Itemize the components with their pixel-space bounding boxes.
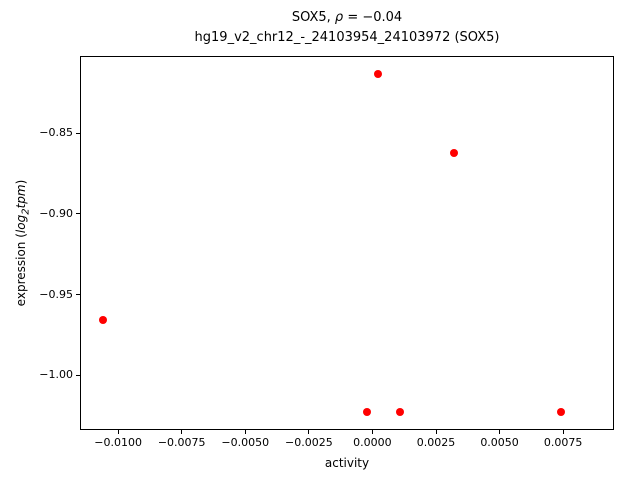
y-tick-mark [76,374,80,376]
x-axis-label: activity [324,456,370,470]
y-tick-label: −0.95 [39,287,73,301]
data-point [556,408,565,417]
chart-title-line1: SOX5, ρ = −0.04 [80,8,614,28]
x-tick-mark [562,430,564,434]
x-tick-label: 0.0025 [416,436,456,449]
y-tick-mark [76,132,80,134]
x-tick-mark [435,430,437,434]
plot-area [80,56,614,430]
ylabel-unit: tpm [14,184,28,209]
data-point [396,408,405,417]
x-tick-label: −0.0075 [157,436,206,449]
chart-title: SOX5, ρ = −0.04 hg19_v2_chr12_-_24103954… [80,8,614,48]
x-tick-label: −0.0025 [284,436,333,449]
x-tick-label: 0.0075 [543,436,583,449]
x-tick-mark [308,430,310,434]
ylabel-suffix: ) [14,179,28,185]
title-correlation-value: = −0.04 [343,10,403,25]
x-tick-label: −0.0050 [221,436,270,449]
data-point [98,316,107,325]
chart-title-line2: hg19_v2_chr12_-_24103954_24103972 (SOX5) [194,30,500,46]
x-tick-mark [499,430,501,434]
x-tick-label: −0.0100 [94,436,142,449]
x-tick-mark [244,430,246,434]
x-tick-label: 0.0050 [480,436,519,449]
y-tick-label: −0.90 [39,206,73,220]
y-tick-mark [76,294,80,296]
title-gene: SOX5, [291,10,335,25]
x-tick-mark [181,430,183,434]
title-rho-symbol: ρ [334,10,344,25]
y-tick-label: −1.00 [39,368,73,382]
data-point [449,148,458,157]
x-tick-mark [117,430,119,434]
y-tick-mark [76,213,80,215]
data-point [373,69,382,78]
data-point [363,408,372,417]
x-tick-mark [371,430,373,434]
x-tick-label: 0.0000 [353,436,392,449]
y-tick-label: −0.85 [39,126,73,140]
